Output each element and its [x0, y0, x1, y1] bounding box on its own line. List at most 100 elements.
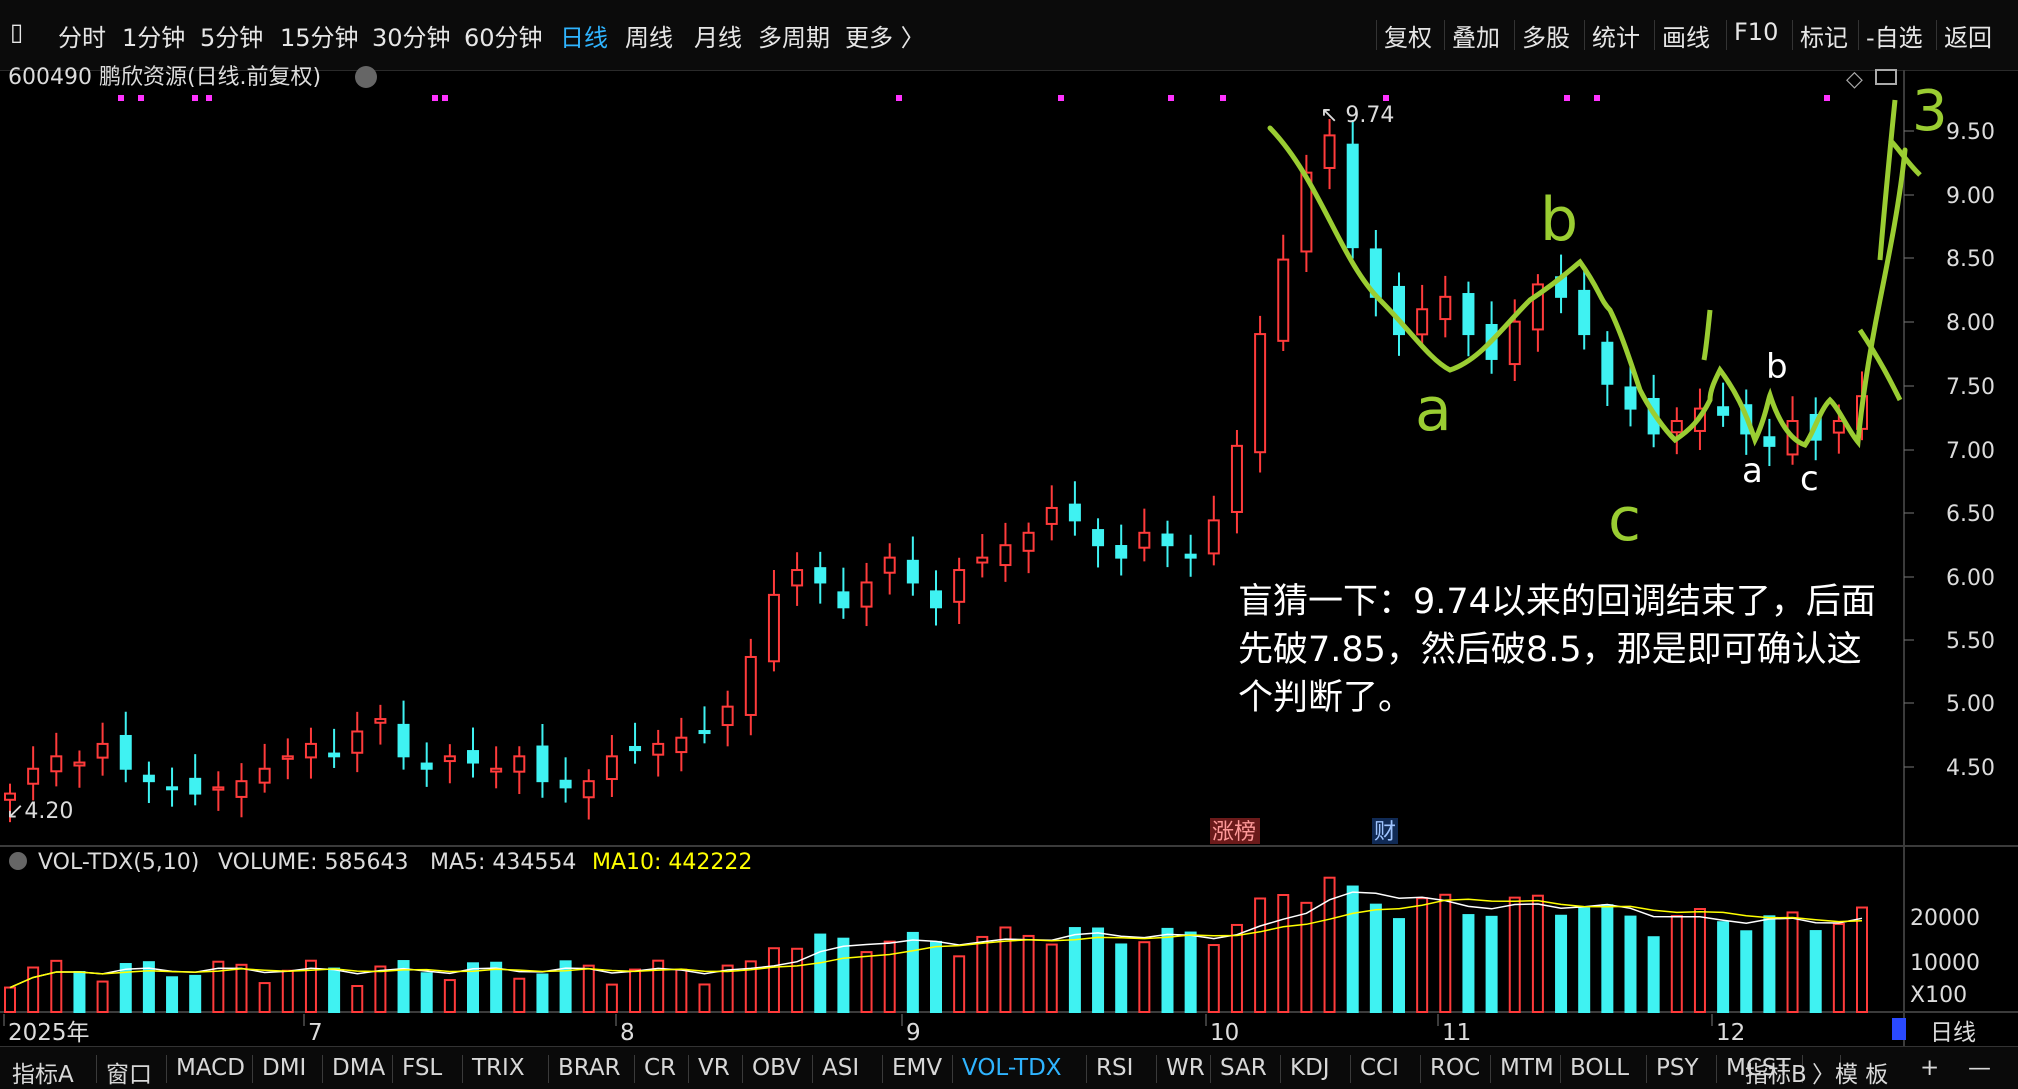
indicator-tab-dma[interactable]: DMA — [332, 1055, 386, 1081]
volume-bar — [1300, 901, 1313, 1014]
bottom-right-button-1[interactable]: 模 板 — [1835, 1062, 1889, 1088]
indicator-tab-sar[interactable]: SAR — [1220, 1055, 1267, 1081]
bottom-right-button-3[interactable]: — — [1968, 1055, 1991, 1081]
tab-divider — [392, 1055, 393, 1083]
period-tab-7[interactable]: 周线 — [625, 24, 673, 52]
event-dot — [1220, 95, 1226, 101]
candle-body — [1578, 289, 1591, 336]
tab-divider — [1350, 1055, 1351, 1083]
indicator-tab-窗口[interactable]: 窗口 — [106, 1062, 152, 1088]
indicator-tab-macd[interactable]: MACD — [176, 1055, 245, 1081]
candle-body — [304, 742, 317, 759]
candle-body — [744, 655, 757, 716]
toolbar-button-8[interactable]: 返回 — [1944, 24, 1992, 52]
volume-bar — [652, 959, 665, 1013]
toolbar-button-4[interactable]: 画线 — [1662, 24, 1710, 52]
volume-bar — [605, 983, 618, 1014]
time-axis-label: 8 — [620, 1020, 635, 1046]
tab-divider — [1280, 1055, 1281, 1083]
toolbar-button-2[interactable]: 多股 — [1522, 24, 1570, 52]
volume-bar — [698, 983, 711, 1013]
indicator-tab-mcst[interactable]: MCST — [1726, 1055, 1791, 1081]
sidebar-toggle-icon[interactable]: ▯ — [10, 18, 24, 46]
candle-body — [96, 742, 109, 759]
indicator-tab-boll[interactable]: BOLL — [1570, 1055, 1630, 1081]
ma10-line — [9, 898, 1863, 989]
event-dot — [1824, 95, 1830, 101]
kline-chart[interactable]: 600490 鹏欣资源(日线.前复权) ◇ 9.50 9.00 8.50 8.00 7.50… — [0, 0, 2018, 1046]
scroll-marker[interactable] — [1892, 1018, 1906, 1040]
candle-body — [1601, 341, 1614, 385]
volume-bar — [27, 966, 40, 1014]
indicator-tab-rsi[interactable]: RSI — [1096, 1055, 1134, 1081]
volume-bar — [1115, 943, 1128, 1013]
window-icon[interactable] — [1875, 69, 1897, 85]
candle-body — [1832, 420, 1845, 434]
candle-body — [559, 779, 572, 789]
toolbar-button-0[interactable]: 复权 — [1384, 24, 1432, 52]
indicator-tab-asi[interactable]: ASI — [822, 1055, 860, 1081]
volume-bar — [976, 935, 989, 1013]
period-tab-1[interactable]: 1分钟 — [122, 24, 186, 52]
volume-bar — [1485, 915, 1498, 1013]
indicator-tab-vr[interactable]: VR — [698, 1055, 730, 1081]
handwriting-c: c — [1608, 485, 1641, 555]
indicator-tab-brar[interactable]: BRAR — [558, 1055, 621, 1081]
period-tab-5[interactable]: 60分钟 — [464, 24, 543, 52]
indicator-tab-cci[interactable]: CCI — [1360, 1055, 1399, 1081]
volume-bar — [1462, 914, 1475, 1014]
indicator-tab-wr[interactable]: WR — [1166, 1055, 1205, 1081]
volume-bar — [1138, 941, 1151, 1014]
tab-divider — [1156, 1055, 1157, 1083]
volume-value: VOLUME: 585643 — [218, 850, 409, 875]
toolbar-button-1[interactable]: 叠加 — [1452, 24, 1500, 52]
high-price-marker: ↖ 9.74 — [1320, 103, 1394, 128]
indicator-tab-vol-tdx[interactable]: VOL-TDX — [962, 1055, 1062, 1081]
volume-bar — [281, 969, 294, 1013]
volume-bar — [467, 962, 479, 1014]
candle-body — [1230, 444, 1243, 513]
indicator-tab-trix[interactable]: TRIX — [472, 1055, 525, 1081]
period-tab-4[interactable]: 30分钟 — [372, 24, 451, 52]
period-tab-8[interactable]: 月线 — [694, 24, 742, 52]
toolbar-button-5[interactable]: F10 — [1734, 18, 1779, 46]
indicator-tab-fsl[interactable]: FSL — [402, 1055, 443, 1081]
indicator-tab-emv[interactable]: EMV — [892, 1055, 943, 1081]
indicator-tab-cr[interactable]: CR — [644, 1055, 677, 1081]
indicator-tab-obv[interactable]: OBV — [752, 1055, 801, 1081]
indicator-tab-〉[interactable]: 〉 — [1812, 1062, 1835, 1088]
indicator-tab-dmi[interactable]: DMI — [262, 1055, 307, 1081]
indicator-tab-psy[interactable]: PSY — [1656, 1055, 1699, 1081]
volume-bar — [1439, 893, 1452, 1014]
period-tab-9[interactable]: 多周期 — [758, 24, 830, 52]
indicator-tab-roc[interactable]: ROC — [1430, 1055, 1481, 1081]
indicator-tab-指标a[interactable]: 指标A — [12, 1062, 74, 1088]
period-tab-3[interactable]: 15分钟 — [280, 24, 359, 52]
toolbar-button-3[interactable]: 统计 — [1592, 24, 1640, 52]
toolbar-button-7[interactable]: -自选 — [1866, 24, 1923, 52]
volume-bar — [721, 964, 734, 1014]
bottom-right-button-0[interactable]: 指标B — [1745, 1062, 1807, 1088]
period-tab-0[interactable]: 分时 — [58, 24, 106, 52]
period-tab-2[interactable]: 5分钟 — [200, 24, 264, 52]
volume-bar — [1555, 914, 1568, 1014]
candle-body — [467, 750, 479, 764]
event-dot — [432, 95, 438, 101]
toolbar-button-6[interactable]: 标记 — [1800, 24, 1848, 52]
price-tick: 4.50 — [1946, 756, 1995, 781]
label-c: c — [1800, 459, 1819, 499]
volume-menu-icon[interactable] — [9, 852, 27, 870]
volume-bar — [559, 960, 572, 1014]
volume-bar — [883, 940, 896, 1014]
volume-bar — [1045, 943, 1058, 1014]
period-tab-6[interactable]: 日线 — [560, 24, 608, 52]
indicator-tab-kdj[interactable]: KDJ — [1290, 1055, 1330, 1081]
candle-body — [397, 723, 410, 758]
indicator-tab-mtm[interactable]: MTM — [1500, 1055, 1554, 1081]
bottom-right-button-2[interactable]: + — [1920, 1055, 1940, 1081]
period-tab-10[interactable]: 更多 〉 — [845, 24, 925, 52]
dropdown-icon[interactable] — [355, 66, 377, 88]
volume-bar — [791, 947, 804, 1013]
volume-bar — [930, 940, 942, 1014]
candle-body — [166, 786, 179, 791]
